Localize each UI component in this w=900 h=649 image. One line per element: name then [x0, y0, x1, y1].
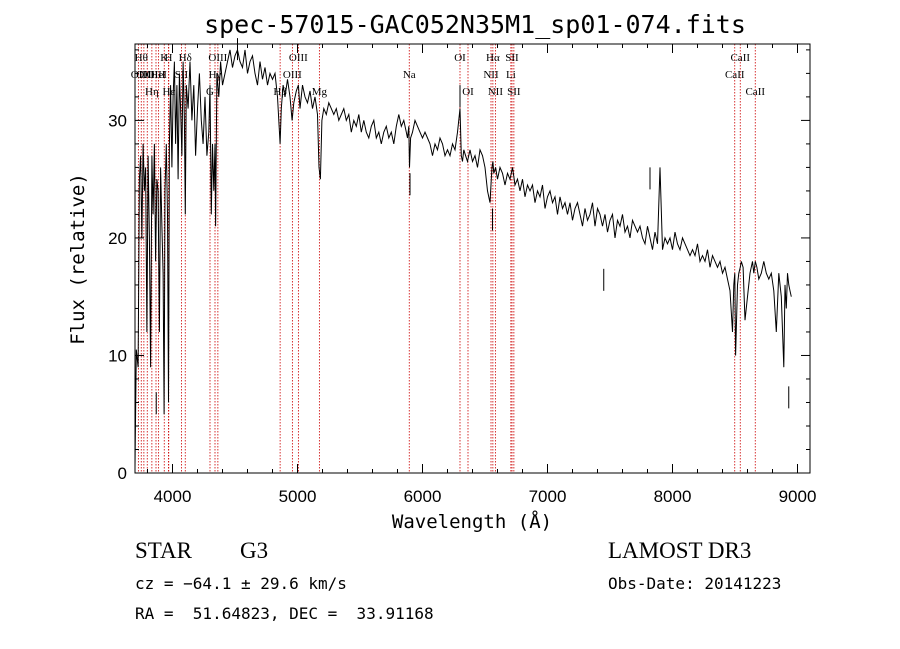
- line-marker-label: Hθ: [135, 52, 148, 64]
- line-marker-label: HeI: [150, 69, 167, 81]
- line-marker-label: OI: [454, 52, 466, 64]
- chart-title: spec-57015-GAC052N35M1_sp01-074.fits: [204, 10, 746, 39]
- observation-date: Obs-Date: 20141223: [608, 574, 782, 593]
- line-marker-label: OII: [136, 69, 152, 81]
- line-marker-label: SII: [507, 86, 521, 98]
- line-marker-label: OIII: [289, 52, 308, 64]
- line-marker-label: Hγ: [209, 69, 222, 81]
- line-marker-label: NII: [483, 69, 499, 81]
- line-marker-label: Hε: [162, 86, 175, 98]
- y-tick-label: 10: [108, 346, 127, 365]
- y-tick-label: 30: [108, 111, 127, 130]
- line-marker-label: CaII: [725, 69, 745, 81]
- line-marker-label: OII: [140, 69, 156, 81]
- x-tick-label: 4000: [154, 487, 192, 506]
- line-marker-label: OIII: [283, 69, 302, 81]
- line-marker-label: Hη: [145, 86, 159, 98]
- x-tick-label: 9000: [779, 487, 817, 506]
- line-marker-label: Hα: [486, 52, 500, 64]
- line-marker-label: Hδ: [179, 52, 192, 64]
- object-subclass: G3: [240, 538, 269, 563]
- line-marker-label: OIII: [208, 52, 227, 64]
- line-marker-label: Mg: [312, 86, 328, 98]
- line-marker-label: OI: [462, 86, 474, 98]
- line-marker-label: CaII: [730, 52, 750, 64]
- x-tick-label: 5000: [279, 487, 317, 506]
- y-axis: 0 10 20 30: [108, 49, 810, 483]
- line-marker-label: SII: [175, 69, 189, 81]
- line-marker-label: Na: [403, 69, 416, 81]
- x-tick-label: 8000: [654, 487, 692, 506]
- emission-line-labels: OIIHθOIIOIIHηOIIIHeIKHHεSIIHδGHγOIIIHβOI…: [131, 52, 766, 98]
- line-marker-label: Li: [506, 69, 516, 81]
- object-class: STAR: [135, 538, 192, 563]
- line-marker-label: H: [165, 52, 173, 64]
- line-marker-label: NII: [488, 86, 504, 98]
- x-tick-label: 6000: [404, 487, 442, 506]
- line-marker-label: CaII: [745, 86, 765, 98]
- line-marker-label: SII: [505, 52, 519, 64]
- emission-line-markers: [137, 44, 756, 473]
- y-tick-label: 20: [108, 229, 127, 248]
- spectrum-spikes: [155, 38, 790, 415]
- coordinates-readout: RA = 51.64823, DEC = 33.91168: [135, 604, 434, 623]
- survey-name: LAMOST DR3: [608, 538, 752, 563]
- x-axis-label: Wavelength (Å): [392, 510, 552, 533]
- x-tick-label: 7000: [529, 487, 567, 506]
- x-axis: 4000 5000 6000 7000 8000 9000: [147, 44, 817, 506]
- spectrum-line: [134, 48, 792, 468]
- y-tick-label: 0: [118, 464, 127, 483]
- line-marker-label: OIII: [147, 69, 166, 81]
- line-marker-label: K: [160, 52, 168, 64]
- redshift-readout: cz = −64.1 ± 29.6 km/s: [135, 574, 347, 593]
- y-axis-label: Flux (relative): [67, 173, 89, 345]
